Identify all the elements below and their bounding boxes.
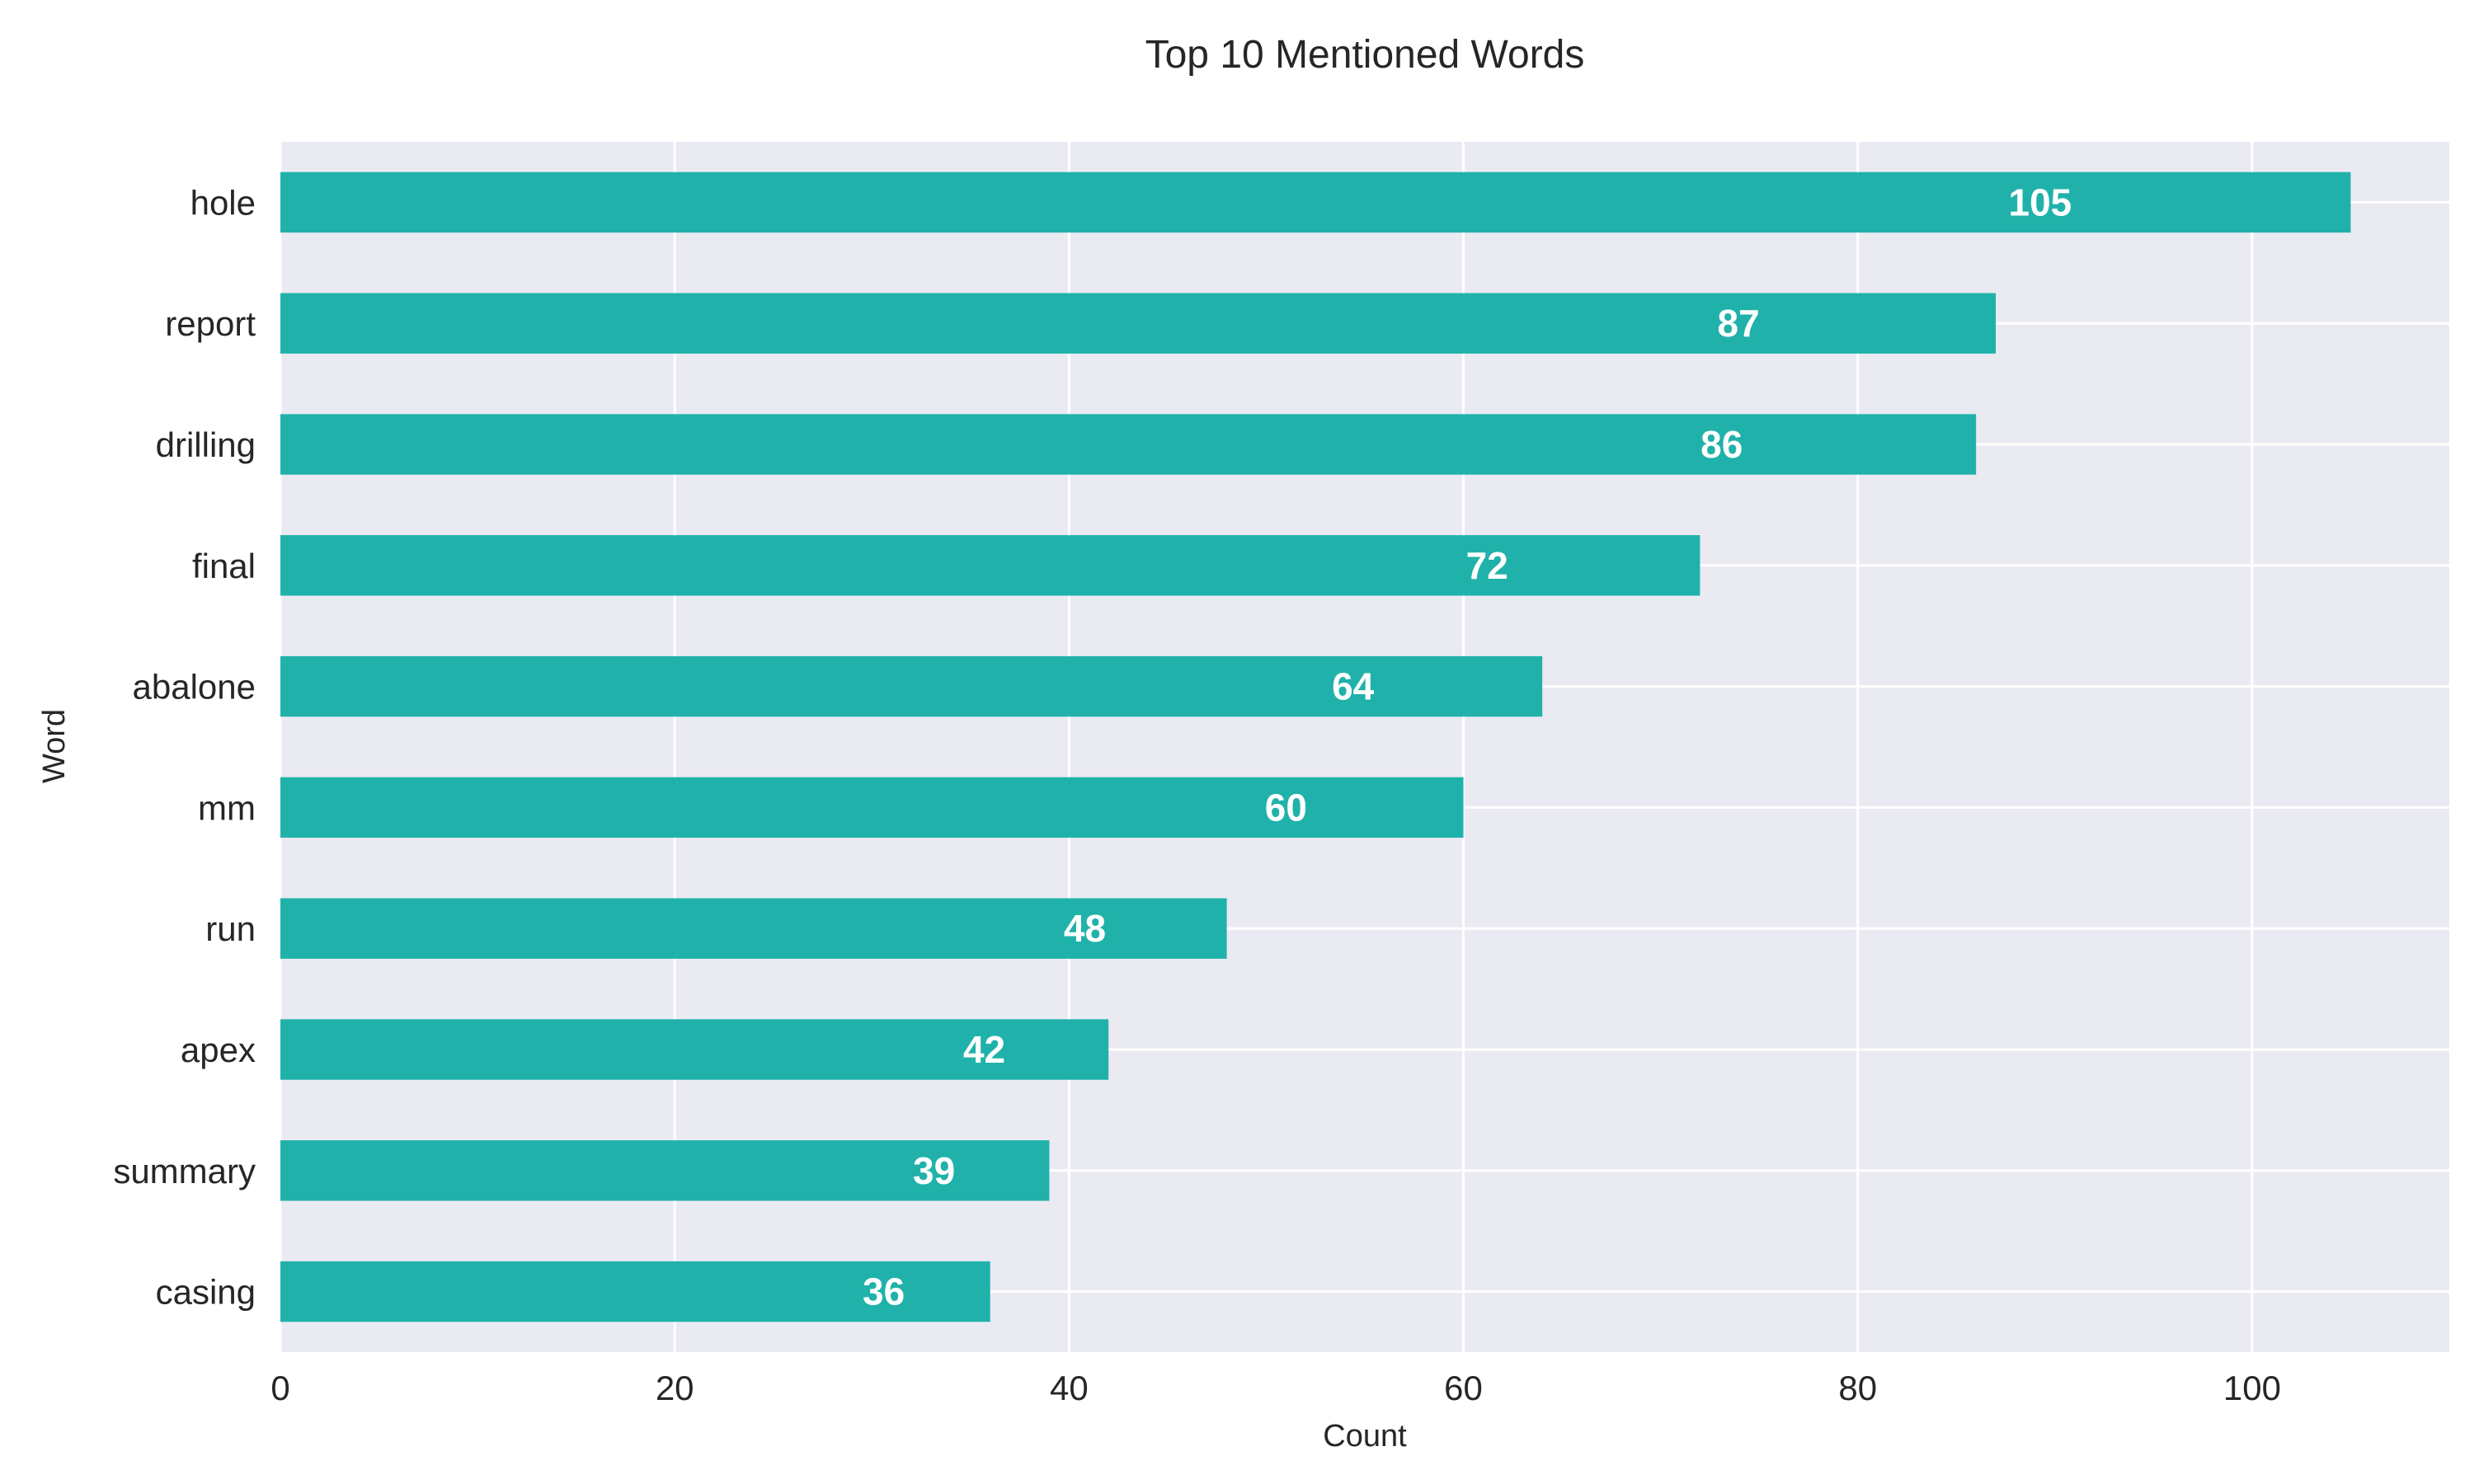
chart-title: Top 10 Mentioned Words: [1145, 33, 1585, 77]
bar-drilling: [280, 414, 1977, 475]
x-tick-label: 80: [1838, 1369, 1877, 1407]
bar-summary: [280, 1140, 1050, 1201]
bar-value-label: 36: [863, 1270, 905, 1313]
bar-value-label: 39: [913, 1149, 955, 1192]
y-tick-label: abalone: [133, 668, 256, 707]
bar-value-label: 64: [1332, 665, 1375, 708]
x-tick-label: 60: [1444, 1369, 1483, 1407]
y-tick-label: apex: [181, 1031, 256, 1069]
bar-value-label: 105: [2009, 181, 2072, 223]
y-tick-label: report: [165, 304, 256, 343]
y-tick-label: final: [192, 547, 256, 585]
y-tick-label: mm: [198, 788, 256, 827]
y-tick-label: drilling: [156, 425, 256, 464]
bar-casing: [280, 1261, 990, 1322]
bar-value-label: 72: [1466, 544, 1508, 587]
y-tick-label: hole: [190, 183, 256, 222]
y-tick-label: casing: [156, 1273, 256, 1312]
bar-value-label: 87: [1717, 302, 1759, 345]
bar-value-labels: 105 87 86 72 64 60 48 42 39 36: [863, 181, 2072, 1313]
bar-apex: [280, 1019, 1109, 1080]
x-tick-label: 20: [656, 1369, 694, 1407]
bars: [280, 171, 2351, 1322]
bar-value-label: 86: [1700, 423, 1743, 466]
y-axis-label: Word: [37, 709, 72, 783]
bar-value-label: 60: [1265, 786, 1307, 829]
bar-final: [280, 535, 1700, 596]
y-tick-label: summary: [113, 1152, 256, 1190]
y-axis-ticks: hole report drilling final abalone mm run apex s…: [113, 183, 256, 1311]
bar-value-label: 42: [963, 1028, 1005, 1071]
x-axis-ticks: 0 20 40 60 80 100: [270, 1369, 2281, 1407]
x-tick-label: 40: [1050, 1369, 1089, 1407]
bar-run: [280, 898, 1227, 959]
bar-mm: [280, 777, 1464, 838]
bar-hole: [280, 171, 2351, 233]
x-tick-label: 0: [270, 1369, 289, 1407]
y-tick-label: run: [205, 909, 256, 948]
bar-abalone: [280, 655, 1543, 717]
x-axis-label: Count: [1323, 1419, 1407, 1453]
bar-value-label: 48: [1064, 907, 1106, 950]
bar-report: [280, 293, 1997, 354]
x-tick-label: 100: [2223, 1369, 2281, 1407]
